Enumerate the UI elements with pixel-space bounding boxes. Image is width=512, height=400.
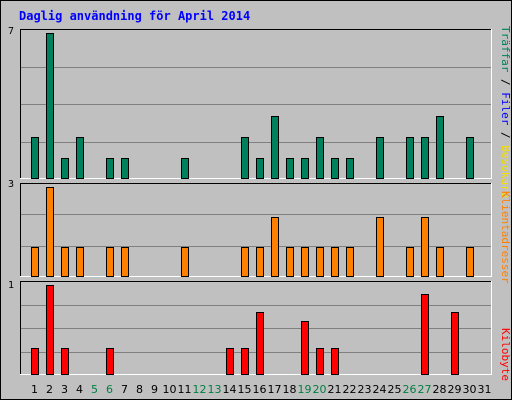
bar-träffar-day-24 <box>376 137 384 179</box>
x-tick-label: 11 <box>178 383 192 396</box>
x-tick-label: 17 <box>268 383 282 396</box>
bottom-panel-max-label: 1 <box>8 280 14 291</box>
bar-kilobyte-day-2 <box>46 285 54 375</box>
x-tick-label: 16 <box>253 383 267 396</box>
bar-kilobyte-day-20 <box>316 348 324 375</box>
bar-träffar-day-6 <box>106 158 114 179</box>
bar-träffar-day-1 <box>31 137 39 179</box>
x-tick-label: 9 <box>151 383 158 396</box>
x-tick-label: 24 <box>373 383 387 396</box>
bar-kilobyte-day-21 <box>331 348 339 375</box>
bar-klientadresser-day-24 <box>376 217 384 277</box>
bar-kilobyte-day-27 <box>421 294 429 375</box>
bar-klientadresser-day-6 <box>106 247 114 277</box>
x-tick-label: 5 <box>91 383 98 396</box>
chart-title: Daglig användning för April 2014 <box>19 9 250 23</box>
x-tick-label: 20 <box>313 383 327 396</box>
bar-kilobyte-day-3 <box>61 348 69 375</box>
bar-träffar-day-11 <box>181 158 189 179</box>
x-tick-label: 2 <box>46 383 53 396</box>
x-tick-label: 21 <box>328 383 342 396</box>
x-tick-label: 15 <box>238 383 252 396</box>
bar-träffar-day-26 <box>406 137 414 179</box>
x-tick-label: 1 <box>31 383 38 396</box>
bar-träffar-day-2 <box>46 33 54 179</box>
bar-klientadresser-day-17 <box>271 217 279 277</box>
bar-träffar-day-27 <box>421 137 429 179</box>
x-axis-tick-labels: 1 2 3 4 5 6 7 8 9 10 11 12 13 14 15 16 17 18 19 20 21 22 23 24 2… <box>31 383 492 396</box>
bar-klientadresser-day-16 <box>256 247 264 277</box>
x-tick-label: 8 <box>136 383 143 396</box>
x-tick-label: 4 <box>76 383 83 396</box>
bar-träffar-day-4 <box>76 137 84 179</box>
legend-kilobyte: Kilobyte <box>499 328 511 381</box>
bar-träffar-day-18 <box>286 158 294 179</box>
bar-klientadresser-day-18 <box>286 247 294 277</box>
bar-träffar-day-17 <box>271 116 279 179</box>
bar-träffar-day-7 <box>121 158 129 179</box>
bar-träffar-day-15 <box>241 137 249 179</box>
middle-panel-max-label: 3 <box>8 179 14 190</box>
x-tick-label: 30 <box>463 383 477 396</box>
bar-kilobyte-day-1 <box>31 348 39 375</box>
x-tick-label: 31 <box>478 383 492 396</box>
bar-klientadresser-day-27 <box>421 217 429 277</box>
x-tick-label: 10 <box>163 383 177 396</box>
x-tick-label: 14 <box>223 383 237 396</box>
legend-traffar-filer-besokare: Träffar / Filer / Besökare <box>499 26 511 198</box>
legend-filer: Filer <box>499 92 511 125</box>
bar-träffar-day-30 <box>466 137 474 179</box>
bar-klientadresser-day-4 <box>76 247 84 277</box>
legend-traffar: Träffar <box>499 26 511 73</box>
x-tick-label: 19 <box>298 383 312 396</box>
bar-klientadresser-day-28 <box>436 247 444 277</box>
bar-träffar-day-20 <box>316 137 324 179</box>
x-tick-label: 12 <box>193 383 207 396</box>
bar-klientadresser-day-22 <box>346 247 354 277</box>
bar-klientadresser-day-7 <box>121 247 129 277</box>
x-tick-label: 6 <box>106 383 113 396</box>
x-tick-label: 7 <box>121 383 128 396</box>
bar-träffar-day-22 <box>346 158 354 179</box>
x-tick-label: 22 <box>343 383 357 396</box>
x-tick-label: 28 <box>433 383 447 396</box>
legend-klientadresser: Klientadresser <box>499 191 511 284</box>
chart-bars <box>31 33 474 375</box>
x-tick-label: 27 <box>418 383 432 396</box>
x-tick-label: 26 <box>403 383 417 396</box>
bar-kilobyte-day-19 <box>301 321 309 375</box>
bar-kilobyte-day-15 <box>241 348 249 375</box>
top-panel-max-label: 7 <box>8 26 14 37</box>
legend-separator: / <box>499 125 511 145</box>
legend-separator: / <box>499 72 511 92</box>
x-tick-label: 18 <box>283 383 297 396</box>
x-tick-label: 13 <box>208 383 222 396</box>
x-tick-label: 29 <box>448 383 462 396</box>
bar-klientadresser-day-2 <box>46 187 54 277</box>
bar-träffar-day-21 <box>331 158 339 179</box>
bar-träffar-day-3 <box>61 158 69 179</box>
bar-kilobyte-day-6 <box>106 348 114 375</box>
bar-kilobyte-day-14 <box>226 348 234 375</box>
bar-kilobyte-day-16 <box>256 312 264 375</box>
bar-träffar-day-16 <box>256 158 264 179</box>
bar-klientadresser-day-1 <box>31 247 39 277</box>
x-tick-label: 3 <box>61 383 68 396</box>
x-tick-label: 25 <box>388 383 402 396</box>
legend-besokare: Besökare <box>499 145 511 198</box>
bar-klientadresser-day-21 <box>331 247 339 277</box>
bar-klientadresser-day-19 <box>301 247 309 277</box>
bar-klientadresser-day-11 <box>181 247 189 277</box>
bar-klientadresser-day-20 <box>316 247 324 277</box>
x-tick-label: 23 <box>358 383 372 396</box>
bar-klientadresser-day-15 <box>241 247 249 277</box>
bar-klientadresser-day-3 <box>61 247 69 277</box>
bar-träffar-day-19 <box>301 158 309 179</box>
bar-klientadresser-day-26 <box>406 247 414 277</box>
bar-klientadresser-day-30 <box>466 247 474 277</box>
bar-träffar-day-28 <box>436 116 444 179</box>
bar-kilobyte-day-29 <box>451 312 459 375</box>
